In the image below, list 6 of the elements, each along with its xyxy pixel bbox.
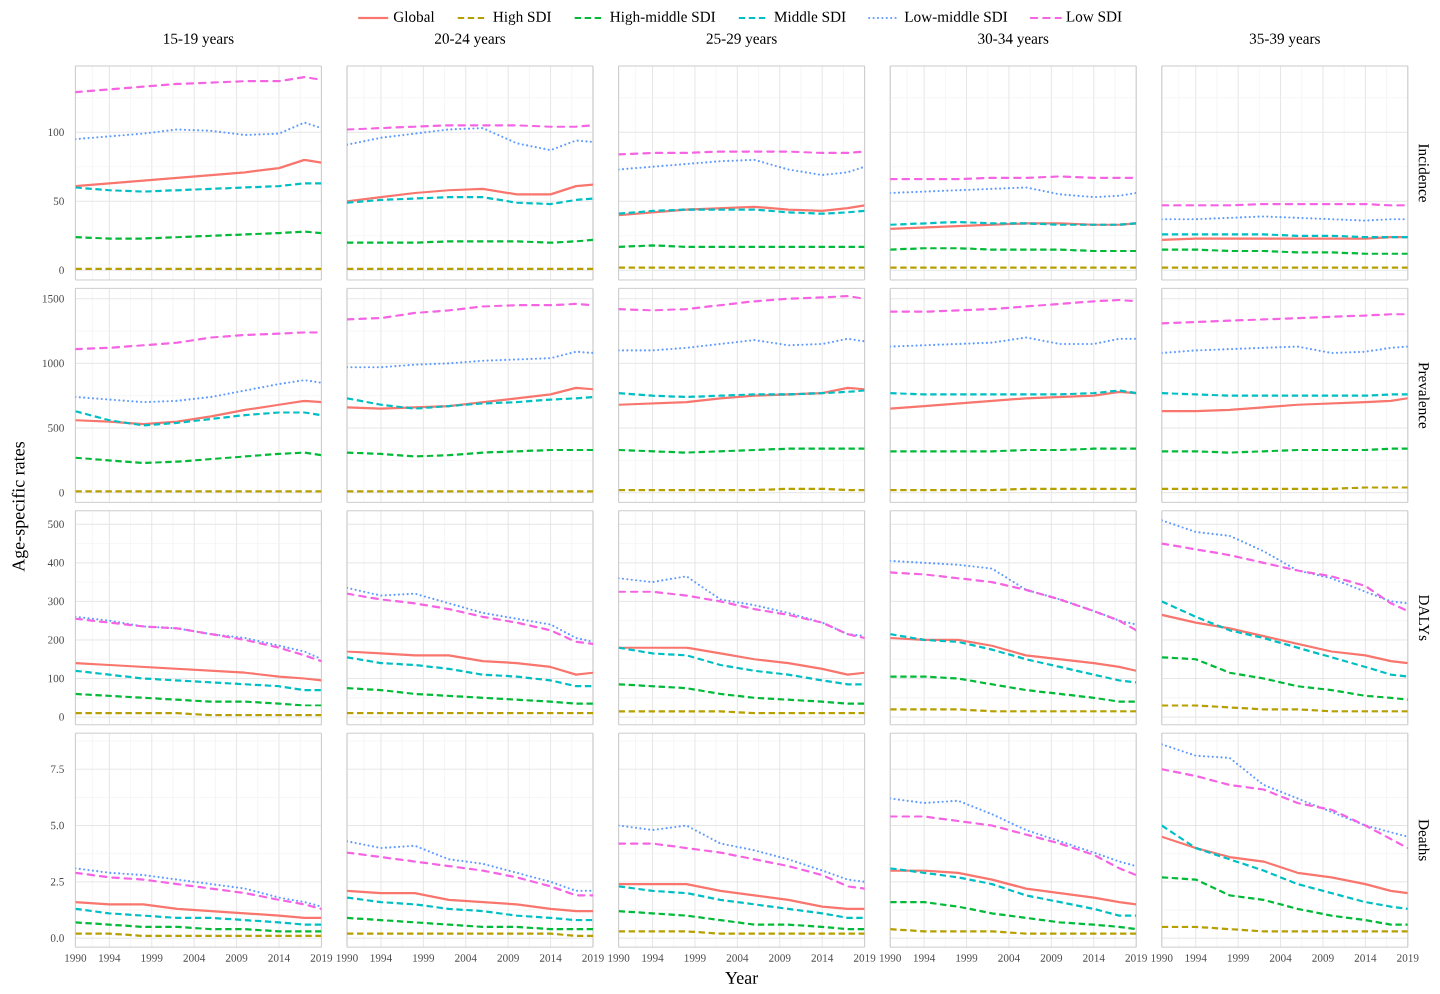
line-series	[75, 399, 322, 426]
line-series	[75, 121, 322, 141]
line-series	[75, 410, 322, 427]
y-axis-title: Age-specific rates	[11, 441, 29, 572]
x-axis-title: Year	[725, 971, 759, 984]
line-series	[75, 331, 322, 351]
